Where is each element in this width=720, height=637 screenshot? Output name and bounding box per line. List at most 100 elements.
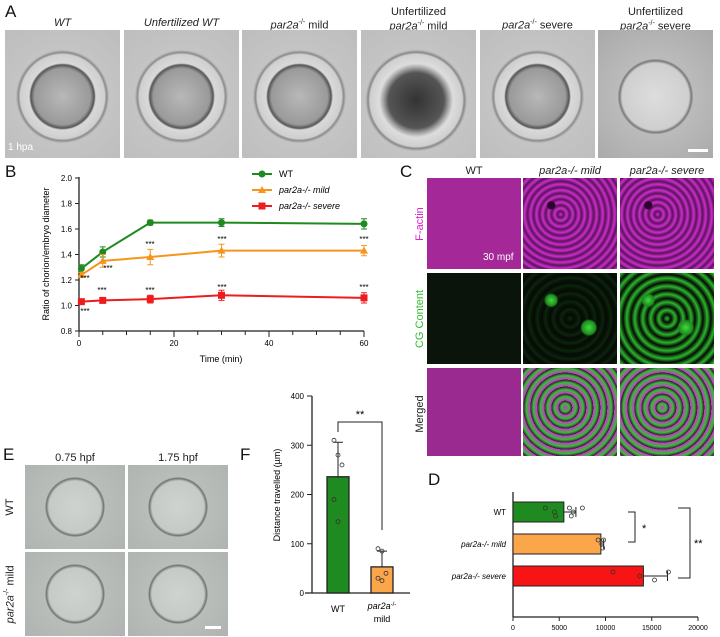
legend-marker xyxy=(258,186,266,193)
data-point xyxy=(360,220,368,228)
y-tick-label: 0 xyxy=(300,589,305,598)
data-point xyxy=(218,291,225,299)
label-part: mild xyxy=(424,20,448,33)
data-point xyxy=(360,246,368,254)
panel-label-e: E xyxy=(3,445,15,464)
column-label: par2a-/- severe xyxy=(620,165,714,177)
data-point xyxy=(665,569,671,575)
category-label: WT xyxy=(331,604,345,614)
label-part: Unfertilized WT xyxy=(143,17,220,29)
column-label: WT xyxy=(5,17,120,29)
label-part: -/- xyxy=(391,602,397,608)
category-label: par2a-/- mild xyxy=(460,540,506,549)
column-label: 0.75 hpf xyxy=(55,452,95,464)
legend-label: par2a-/- severe xyxy=(278,201,340,211)
data-point xyxy=(542,505,548,511)
label-part: -/- xyxy=(417,20,425,27)
chart-b-line: 0.8 1.0 1.2 1.4 1.6 1.8 2.0 0 20 40 60 Time (min) Ra… xyxy=(41,169,369,364)
embryo-image xyxy=(128,465,228,549)
data-point xyxy=(98,256,107,264)
data-point xyxy=(331,437,337,443)
x-tick-label: 40 xyxy=(265,339,274,348)
data-point xyxy=(601,537,607,543)
data-point xyxy=(77,270,86,278)
legend-label: WT xyxy=(279,169,293,179)
embryo-image xyxy=(124,30,239,158)
legend-marker xyxy=(258,170,266,178)
significance-marker: * xyxy=(642,523,647,535)
embryo-image xyxy=(5,30,120,158)
label-part: par2a-/- mild xyxy=(539,165,601,177)
label-part: WT xyxy=(465,165,483,177)
y-tick-label: 0.8 xyxy=(61,327,73,336)
panel-label-f: F xyxy=(240,445,251,464)
panel-label-b: B xyxy=(5,162,17,181)
microscopy-image xyxy=(620,273,714,364)
embryo-image xyxy=(361,30,476,158)
significance-marker: *** xyxy=(97,286,106,295)
x-tick-label: 5000 xyxy=(551,625,567,632)
significance-marker: ** xyxy=(356,409,365,421)
timestamp-label: 30 mpf xyxy=(483,252,514,263)
column-label: 1.75 hpf xyxy=(158,452,198,464)
data-point xyxy=(567,505,572,511)
data-point xyxy=(570,509,576,515)
error-bar xyxy=(333,441,343,477)
label-part: par2a xyxy=(620,20,649,33)
embryo-image xyxy=(598,30,713,158)
data-point xyxy=(553,513,558,519)
label-part: -/- xyxy=(298,19,306,26)
data-point xyxy=(77,265,85,273)
microscopy-image xyxy=(523,178,617,269)
y-tick-label: 200 xyxy=(291,491,305,500)
column-label: par2a-/- mild xyxy=(523,165,617,177)
y-tick-label: 300 xyxy=(291,441,305,450)
embryo-image xyxy=(25,465,125,549)
label-part: mild xyxy=(305,19,329,32)
data-point xyxy=(335,519,341,524)
data-point xyxy=(360,294,368,302)
x-tick-label: 10000 xyxy=(596,625,616,632)
embryo-image xyxy=(480,30,595,158)
y-tick-label: 100 xyxy=(291,540,305,549)
row-label: CG Content xyxy=(414,289,426,349)
row-label: par2a-/- mild xyxy=(4,554,17,634)
data-point xyxy=(146,295,154,303)
significance-bracket xyxy=(678,507,691,579)
embryo-image xyxy=(128,552,228,636)
category-label: par2a-/- xyxy=(367,601,397,611)
label-part: -/- xyxy=(3,588,11,596)
x-tick-label: 15000 xyxy=(642,625,662,632)
significance-marker: *** xyxy=(359,235,368,244)
data-point xyxy=(331,497,337,502)
data-point xyxy=(335,452,341,458)
microscopy-image xyxy=(523,368,617,456)
data-point xyxy=(652,577,657,583)
data-point xyxy=(99,248,107,256)
row-label: F-actin xyxy=(414,207,426,241)
data-point xyxy=(379,548,385,554)
series-line xyxy=(80,249,364,276)
error-bar xyxy=(377,550,387,567)
error-bar xyxy=(643,571,668,581)
timestamp-label: 1 hpa xyxy=(8,142,34,153)
data-point xyxy=(379,578,385,584)
label-part: -/- xyxy=(648,20,655,27)
data-point xyxy=(383,570,389,576)
category-label: WT xyxy=(494,508,507,517)
significance-bracket xyxy=(337,421,383,530)
data-point xyxy=(146,219,154,227)
category-label: par2a-/- severe xyxy=(451,572,507,581)
significance-marker: ** xyxy=(694,538,703,550)
legend-label: par2a-/- mild xyxy=(278,185,331,195)
microscopy-image xyxy=(620,368,714,456)
significance-marker: *** xyxy=(80,274,89,283)
bar xyxy=(326,476,350,594)
bar xyxy=(512,533,602,555)
microscopy-image xyxy=(620,178,714,269)
column-label: Unfertilized par2a-/- mild xyxy=(361,6,476,33)
y-axis-title: Ratio of chorion/embryo diameter xyxy=(41,187,51,320)
label-part: -/- xyxy=(530,19,537,26)
significance-bracket xyxy=(628,511,636,543)
y-axis-title: Distance travelled (µm) xyxy=(272,449,282,542)
